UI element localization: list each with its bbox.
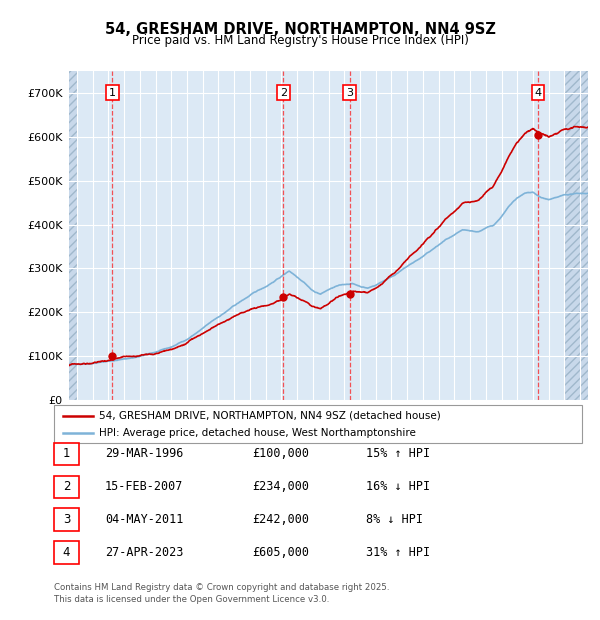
Text: 54, GRESHAM DRIVE, NORTHAMPTON, NN4 9SZ: 54, GRESHAM DRIVE, NORTHAMPTON, NN4 9SZ bbox=[104, 22, 496, 37]
Bar bbox=[69, 71, 77, 400]
Text: 54, GRESHAM DRIVE, NORTHAMPTON, NN4 9SZ (detached house): 54, GRESHAM DRIVE, NORTHAMPTON, NN4 9SZ … bbox=[99, 410, 441, 420]
Text: 27-APR-2023: 27-APR-2023 bbox=[105, 546, 184, 559]
Text: Contains HM Land Registry data © Crown copyright and database right 2025.
This d: Contains HM Land Registry data © Crown c… bbox=[54, 583, 389, 604]
Text: 15-FEB-2007: 15-FEB-2007 bbox=[105, 480, 184, 493]
Text: 2: 2 bbox=[280, 87, 287, 98]
Text: 15% ↑ HPI: 15% ↑ HPI bbox=[366, 448, 430, 460]
Text: £100,000: £100,000 bbox=[252, 448, 309, 460]
Text: £234,000: £234,000 bbox=[252, 480, 309, 493]
Text: 29-MAR-1996: 29-MAR-1996 bbox=[105, 448, 184, 460]
Text: £605,000: £605,000 bbox=[252, 546, 309, 559]
Text: 4: 4 bbox=[63, 546, 70, 559]
Text: 4: 4 bbox=[535, 87, 542, 98]
Text: 1: 1 bbox=[109, 87, 116, 98]
Text: 31% ↑ HPI: 31% ↑ HPI bbox=[366, 546, 430, 559]
Text: 16% ↓ HPI: 16% ↓ HPI bbox=[366, 480, 430, 493]
Bar bbox=[565, 71, 588, 400]
Text: 2: 2 bbox=[63, 480, 70, 493]
Text: 3: 3 bbox=[346, 87, 353, 98]
Text: Price paid vs. HM Land Registry's House Price Index (HPI): Price paid vs. HM Land Registry's House … bbox=[131, 34, 469, 47]
Text: HPI: Average price, detached house, West Northamptonshire: HPI: Average price, detached house, West… bbox=[99, 428, 416, 438]
Text: 3: 3 bbox=[63, 513, 70, 526]
Text: 8% ↓ HPI: 8% ↓ HPI bbox=[366, 513, 423, 526]
Text: 1: 1 bbox=[63, 448, 70, 460]
Text: £242,000: £242,000 bbox=[252, 513, 309, 526]
Text: 04-MAY-2011: 04-MAY-2011 bbox=[105, 513, 184, 526]
